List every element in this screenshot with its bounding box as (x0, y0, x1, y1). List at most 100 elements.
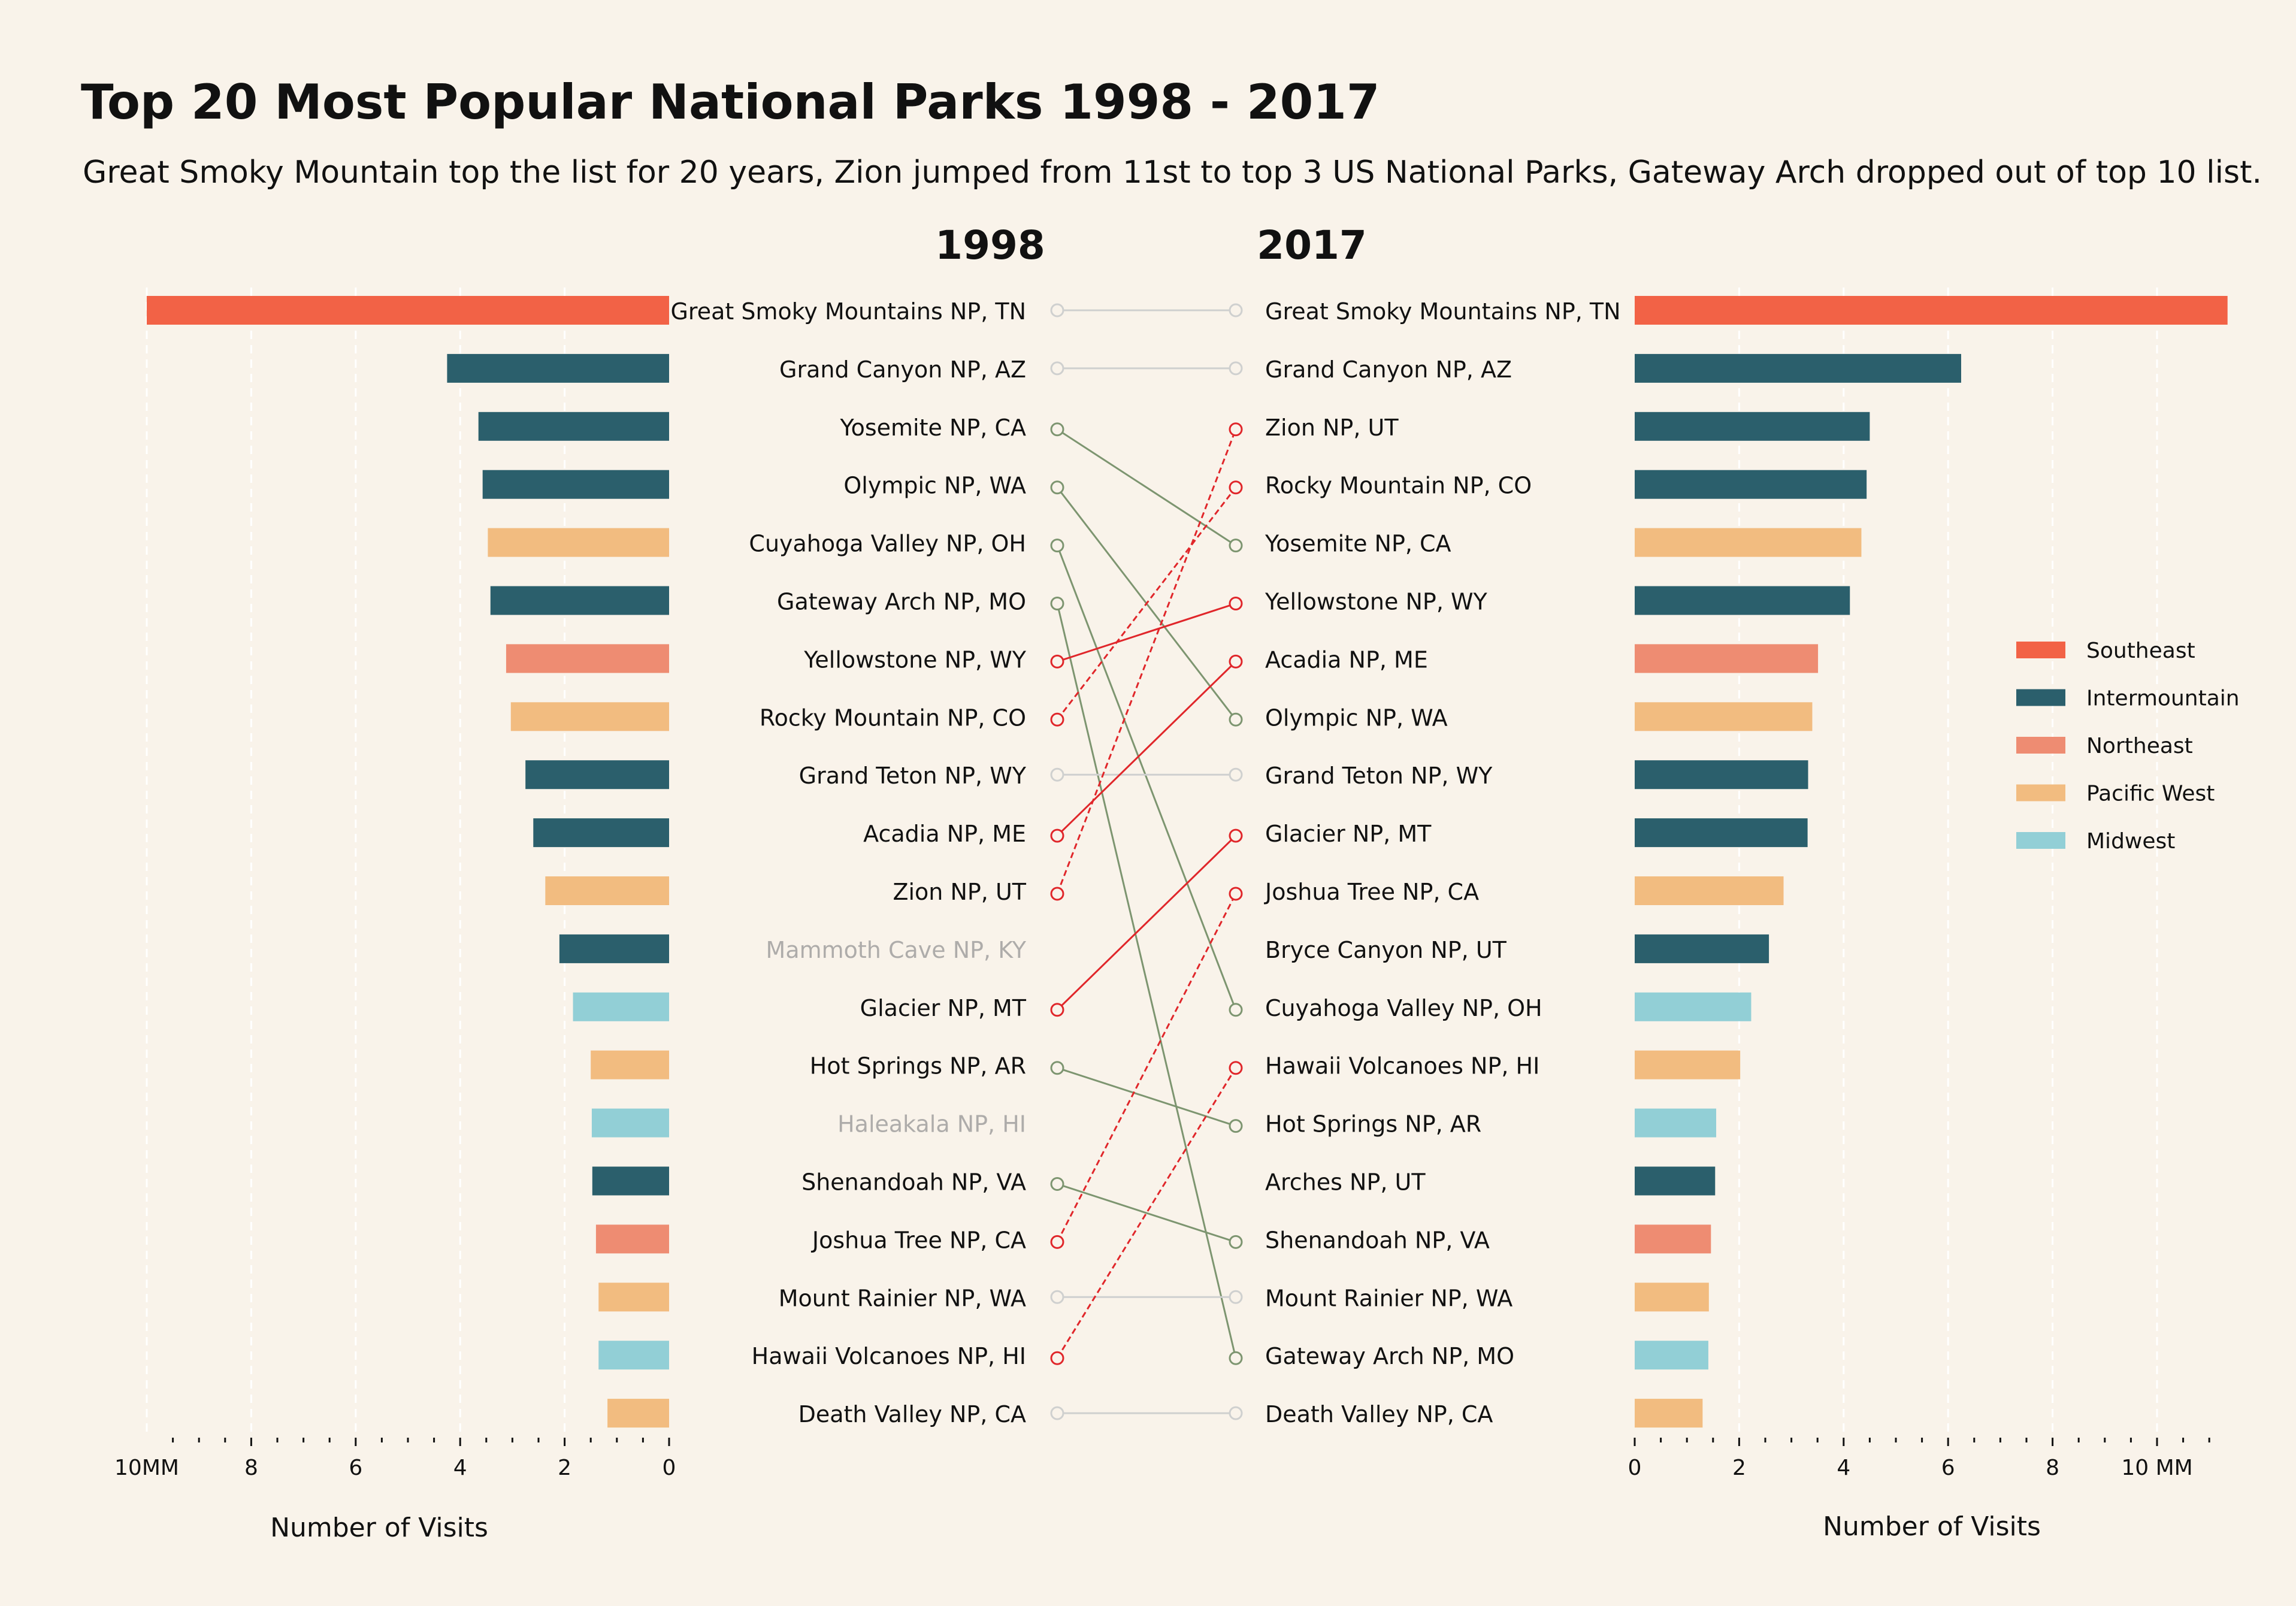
left-park-label: Olympic NP, WA (843, 473, 1026, 499)
slope-line-fall (1057, 1067, 1236, 1127)
right-park-label: Yosemite NP, CA (1265, 531, 1451, 557)
slope-marker-2017 (1229, 539, 1243, 553)
right-bar (1635, 528, 1862, 557)
left-park-label: Shenandoah NP, VA (801, 1169, 1026, 1196)
slope-marker-1998 (1050, 654, 1064, 669)
slope-marker-2017 (1229, 480, 1243, 495)
left-axis-tick-label: 4 (453, 1456, 467, 1480)
left-axis-title: Number of Visits (270, 1513, 488, 1543)
left-park-label: Gateway Arch NP, MO (777, 589, 1026, 615)
right-park-label: Gateway Arch NP, MO (1265, 1343, 1514, 1369)
legend-label: Pacific West (2086, 782, 2215, 806)
slope-marker-2017 (1229, 1290, 1243, 1304)
right-axis-title: Number of Visits (1823, 1511, 2041, 1542)
year-headers: 1998 2017 (935, 222, 1367, 268)
slope-marker-1998 (1050, 1061, 1064, 1075)
slope-marker-2017 (1229, 422, 1243, 437)
right-bar (1635, 1050, 1741, 1079)
slope-marker-2017 (1229, 361, 1243, 376)
slope-marker-2017 (1229, 767, 1243, 782)
left-bar (591, 1108, 669, 1138)
left-park-label: Grand Canyon NP, AZ (779, 356, 1026, 383)
right-park-label: Joshua Tree NP, CA (1264, 879, 1479, 905)
right-axis-tick-label: 4 (1837, 1456, 1850, 1480)
slope-marker-1998 (1050, 361, 1064, 376)
slope-marker-1998 (1050, 1290, 1064, 1304)
slope-marker-2017 (1229, 887, 1243, 901)
right-bar (1635, 1399, 1703, 1428)
legend-label: Intermountain (2086, 686, 2240, 711)
slope-marker-1998 (1050, 1003, 1064, 1017)
legend-swatch (2016, 737, 2065, 754)
left-axis-tick-label: 2 (558, 1456, 571, 1480)
right-park-label: Death Valley NP, CA (1265, 1401, 1493, 1427)
left-bar (545, 876, 669, 905)
right-bar (1635, 1341, 1708, 1370)
right-bar (1635, 1283, 1709, 1312)
right-chart-bars (1635, 296, 2228, 1428)
right-axis-tick-label: 10 MM (2121, 1456, 2192, 1480)
left-bar (591, 1050, 669, 1079)
right-bar (1635, 934, 1769, 963)
left-bar (607, 1399, 669, 1428)
right-park-label: Hawaii Volcanoes NP, HI (1265, 1053, 1539, 1079)
slope-line-rise (1056, 661, 1237, 837)
slope-marker-1998 (1050, 1351, 1064, 1365)
right-park-label: Hot Springs NP, AR (1265, 1111, 1481, 1138)
left-bar (595, 1224, 669, 1254)
right-bar (1635, 296, 2228, 325)
left-park-label: Mount Rainier NP, WA (779, 1285, 1026, 1311)
slope-marker-1998 (1050, 480, 1064, 495)
left-park-label: Cuyahoga Valley NP, OH (749, 531, 1026, 557)
slope-marker-2017 (1229, 712, 1243, 727)
slope-marker-1998 (1050, 1235, 1064, 1249)
slope-marker-2017 (1229, 1235, 1243, 1249)
right-park-label: Rocky Mountain NP, CO (1265, 473, 1532, 499)
slope-marker-1998 (1050, 1406, 1064, 1420)
right-park-label: Shenandoah NP, VA (1265, 1227, 1490, 1253)
slope-marker-1998 (1050, 597, 1064, 610)
left-bar (573, 992, 669, 1021)
slope-line-fall (1057, 428, 1236, 546)
slope-marker-2017 (1229, 1061, 1243, 1075)
slope-line-fall (1056, 603, 1237, 1359)
legend: Southeast Intermountain Northeast Pacific W… (2016, 639, 2240, 854)
right-bar (1635, 470, 1867, 499)
slope-marker-2017 (1229, 654, 1243, 669)
slope-line-rise (1056, 429, 1237, 894)
slope-line-fall (1056, 545, 1237, 1011)
left-park-labels: Great Smoky Mountains NP, TN Grand Canyon… (670, 298, 1026, 1427)
right-park-label: Great Smoky Mountains NP, TN (1265, 298, 1621, 325)
left-park-label: Hot Springs NP, AR (810, 1053, 1026, 1079)
legend-swatch (2016, 642, 2065, 658)
slope-marker-2017 (1229, 1406, 1243, 1420)
left-park-label: Haleakala NP, HI (837, 1111, 1026, 1138)
left-axis-tick-label: 8 (244, 1456, 258, 1480)
slope-marker-1998 (1050, 422, 1064, 437)
legend-label: Midwest (2086, 829, 2175, 854)
legend-label: Northeast (2086, 734, 2193, 758)
left-bar (488, 528, 669, 557)
slope-line-rise (1056, 486, 1237, 721)
left-bar (510, 702, 669, 731)
slope-marker-1998 (1050, 767, 1064, 782)
right-park-label: Zion NP, UT (1265, 415, 1399, 441)
right-park-label: Grand Canyon NP, AZ (1265, 356, 1512, 383)
right-bar (1635, 702, 1813, 731)
slope-marker-1998 (1050, 887, 1064, 901)
left-chart-bars (147, 296, 669, 1428)
slope-line-fall (1057, 1183, 1236, 1243)
right-bar (1635, 1224, 1711, 1254)
left-park-label: Glacier NP, MT (860, 995, 1027, 1021)
right-axis-tick-label: 2 (1732, 1456, 1746, 1480)
left-bar (533, 818, 669, 848)
left-park-label: Death Valley NP, CA (798, 1401, 1026, 1427)
left-park-label: Zion NP, UT (893, 879, 1026, 905)
left-park-label: Yellowstone NP, WY (803, 646, 1027, 673)
right-bar (1635, 1108, 1717, 1138)
left-bar (447, 353, 669, 383)
left-park-label: Hawaii Volcanoes NP, HI (752, 1343, 1026, 1369)
left-bar (598, 1283, 669, 1312)
slope-marker-2017 (1229, 1119, 1243, 1133)
right-park-label: Glacier NP, MT (1265, 821, 1432, 847)
